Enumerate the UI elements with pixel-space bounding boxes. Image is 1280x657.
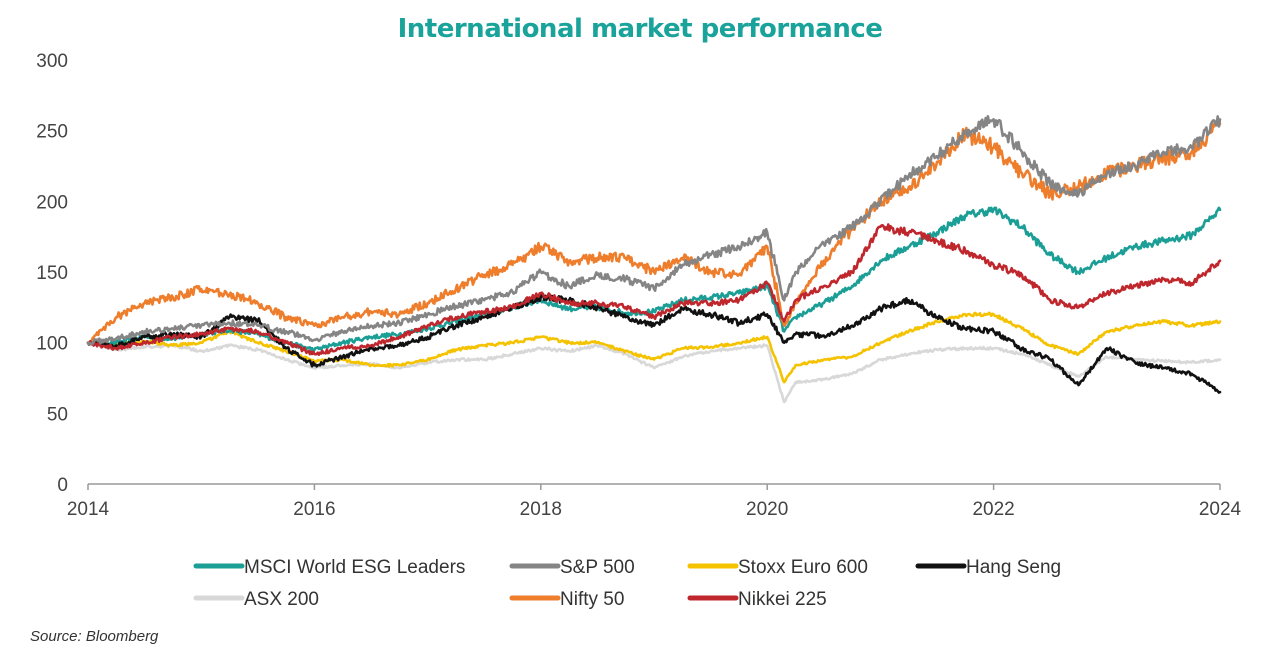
x-tick-label: 2024	[1199, 499, 1242, 520]
series-layer	[86, 115, 1222, 404]
x-tick-label: 2022	[972, 499, 1014, 520]
legend-label: Stoxx Euro 600	[738, 557, 868, 578]
x-tick-label: 2018	[520, 499, 562, 520]
chart-title: International market performance	[397, 14, 883, 44]
legend-item: Hang Seng	[915, 557, 1061, 578]
series-line-nifty-50	[86, 119, 1222, 346]
series-line-stoxx-euro-600	[86, 311, 1222, 384]
legend-item: MSCI World ESG Leaders	[193, 557, 465, 578]
y-tick-label: 0	[57, 475, 68, 496]
y-tick-label: 50	[47, 404, 68, 425]
legend-label: Nifty 50	[560, 589, 624, 610]
legend-label: Hang Seng	[966, 557, 1061, 578]
legend-label: ASX 200	[244, 589, 319, 610]
y-tick-label: 300	[36, 51, 68, 72]
x-tick-label: 2020	[746, 499, 788, 520]
legend: MSCI World ESG Leaders S&P 500 Stoxx Euro …	[193, 557, 1061, 610]
y-tick-label: 100	[36, 334, 68, 355]
x-tick-label: 2016	[293, 499, 335, 520]
legend-label: S&P 500	[560, 557, 635, 578]
legend-label: Nikkei 225	[738, 589, 827, 610]
legend-item: S&P 500	[509, 557, 635, 578]
x-tick-label: 2014	[67, 499, 110, 520]
y-tick-label: 250	[36, 122, 68, 143]
series-line-s-p-500	[86, 115, 1222, 346]
legend-item: ASX 200	[193, 589, 319, 610]
series-line-msci-world-esg-leaders	[86, 206, 1222, 353]
series-line-asx-200	[86, 340, 1222, 404]
legend-item: Stoxx Euro 600	[687, 557, 868, 578]
y-tick-label: 150	[36, 263, 68, 284]
legend-label: MSCI World ESG Leaders	[244, 557, 465, 578]
source-note: Source: Bloomberg	[30, 628, 159, 645]
y-tick-label: 200	[36, 192, 68, 213]
legend-item: Nifty 50	[509, 589, 624, 610]
series-line-nikkei-225	[86, 223, 1222, 357]
legend-item: Nikkei 225	[687, 589, 827, 610]
axes: 0 50 100 150 200 250 300 2014 2016 2018 2020 2022 20…	[36, 51, 1241, 520]
